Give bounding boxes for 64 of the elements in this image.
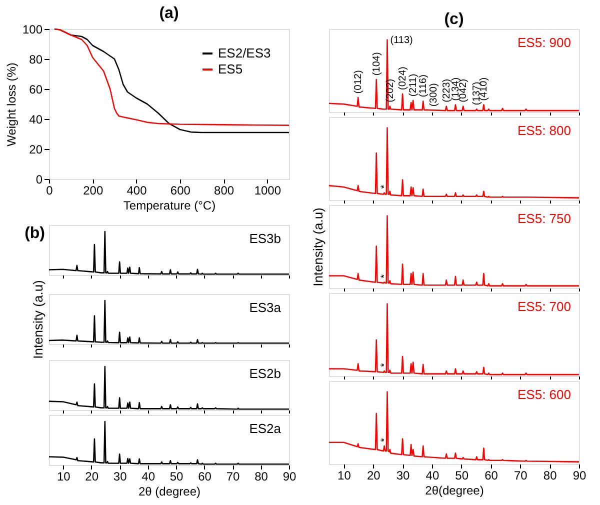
- x-tick-label: 10: [56, 470, 71, 484]
- x-tick-label: 1000: [254, 184, 282, 198]
- y-tick-label: 80: [29, 52, 43, 66]
- x-tick-label: 80: [543, 468, 558, 482]
- text: ES5: 800: [518, 123, 571, 138]
- annotation: (113): [390, 34, 413, 46]
- x-tick-label: 90: [282, 470, 296, 484]
- text: ES5: 700: [518, 299, 571, 314]
- y-axis-title: Intensity (a.u): [310, 208, 326, 286]
- annotation: (024): [398, 66, 409, 90]
- text: ES5: 600: [518, 387, 571, 402]
- annotation: *: [379, 184, 390, 189]
- annotation: *: [379, 362, 390, 367]
- x-tick-label: 800: [214, 184, 234, 198]
- x-tick-label: 60: [484, 468, 498, 482]
- legend-label: ES5: [218, 62, 243, 76]
- x-tick-label: 70: [226, 470, 240, 484]
- y-tick-label: 40: [29, 112, 43, 126]
- x-tick-label: 70: [514, 468, 528, 482]
- text: ES2b: [249, 366, 281, 381]
- annotation: (223): [441, 78, 452, 102]
- x-tick-label: 10: [338, 468, 352, 482]
- x-tick-label: 200: [83, 184, 104, 198]
- annotation: (211): [408, 74, 420, 96]
- x-tick-label: 90: [572, 468, 586, 482]
- x-tick-label: 20: [366, 468, 381, 482]
- x-tick-label: 50: [455, 468, 469, 482]
- x-tick-label: 30: [113, 470, 128, 484]
- y-tick-label: 0: [36, 172, 43, 186]
- x-axis-title: Temperature (°C): [123, 198, 216, 212]
- x-tick-label: 40: [142, 470, 156, 484]
- text: ES5: 750: [518, 211, 571, 226]
- x-axis-title: 2θ(degree): [425, 484, 484, 498]
- chart-title: (b): [24, 225, 45, 242]
- annotation: (202): [384, 78, 396, 102]
- text: ES3a: [249, 300, 282, 315]
- chart-title: (a): [159, 5, 179, 22]
- y-axis-title: Intensity (a.u): [30, 280, 46, 359]
- annotation: (300): [428, 83, 440, 107]
- annotation: *: [379, 438, 390, 442]
- y-tick-label: 60: [29, 82, 43, 96]
- chart-title: (c): [444, 11, 464, 28]
- y-tick-label: 100: [22, 22, 43, 36]
- x-tick-label: 20: [85, 470, 99, 484]
- annotation: *: [379, 274, 390, 278]
- x-tick-label: 40: [426, 468, 440, 482]
- annotation: (410): [478, 77, 490, 101]
- annotation: (116): [418, 74, 430, 98]
- x-tick-label: 400: [126, 184, 148, 198]
- x-tick-label: 0: [46, 184, 54, 198]
- y-tick-label: 20: [29, 142, 43, 156]
- annotation: (012): [353, 70, 364, 94]
- text: ES3b: [249, 231, 281, 246]
- annotation: (104): [371, 52, 382, 76]
- legend-label: ES2/ES3: [218, 46, 271, 60]
- x-tick-label: 60: [198, 470, 212, 484]
- text: ES5: 900: [518, 35, 571, 50]
- x-tick-label: 30: [396, 468, 410, 482]
- y-axis-title: Weight loss (%): [4, 62, 18, 146]
- x-tick-label: 80: [254, 470, 268, 484]
- text: ES2a: [249, 421, 282, 436]
- x-axis-title: 2θ (degree): [138, 484, 201, 498]
- x-tick-label: 50: [170, 470, 184, 484]
- x-tick-label: 600: [170, 184, 191, 198]
